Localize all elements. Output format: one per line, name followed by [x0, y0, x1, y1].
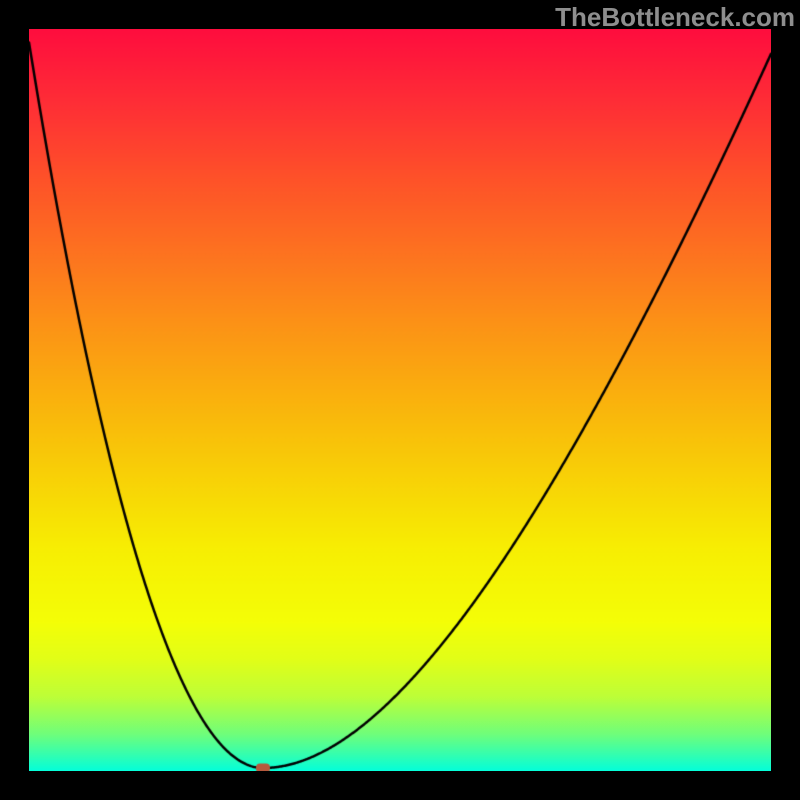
bottleneck-curve [29, 29, 771, 771]
watermark-text: TheBottleneck.com [555, 2, 795, 33]
chart-stage: TheBottleneck.com [0, 0, 800, 800]
plot-area [29, 29, 771, 771]
